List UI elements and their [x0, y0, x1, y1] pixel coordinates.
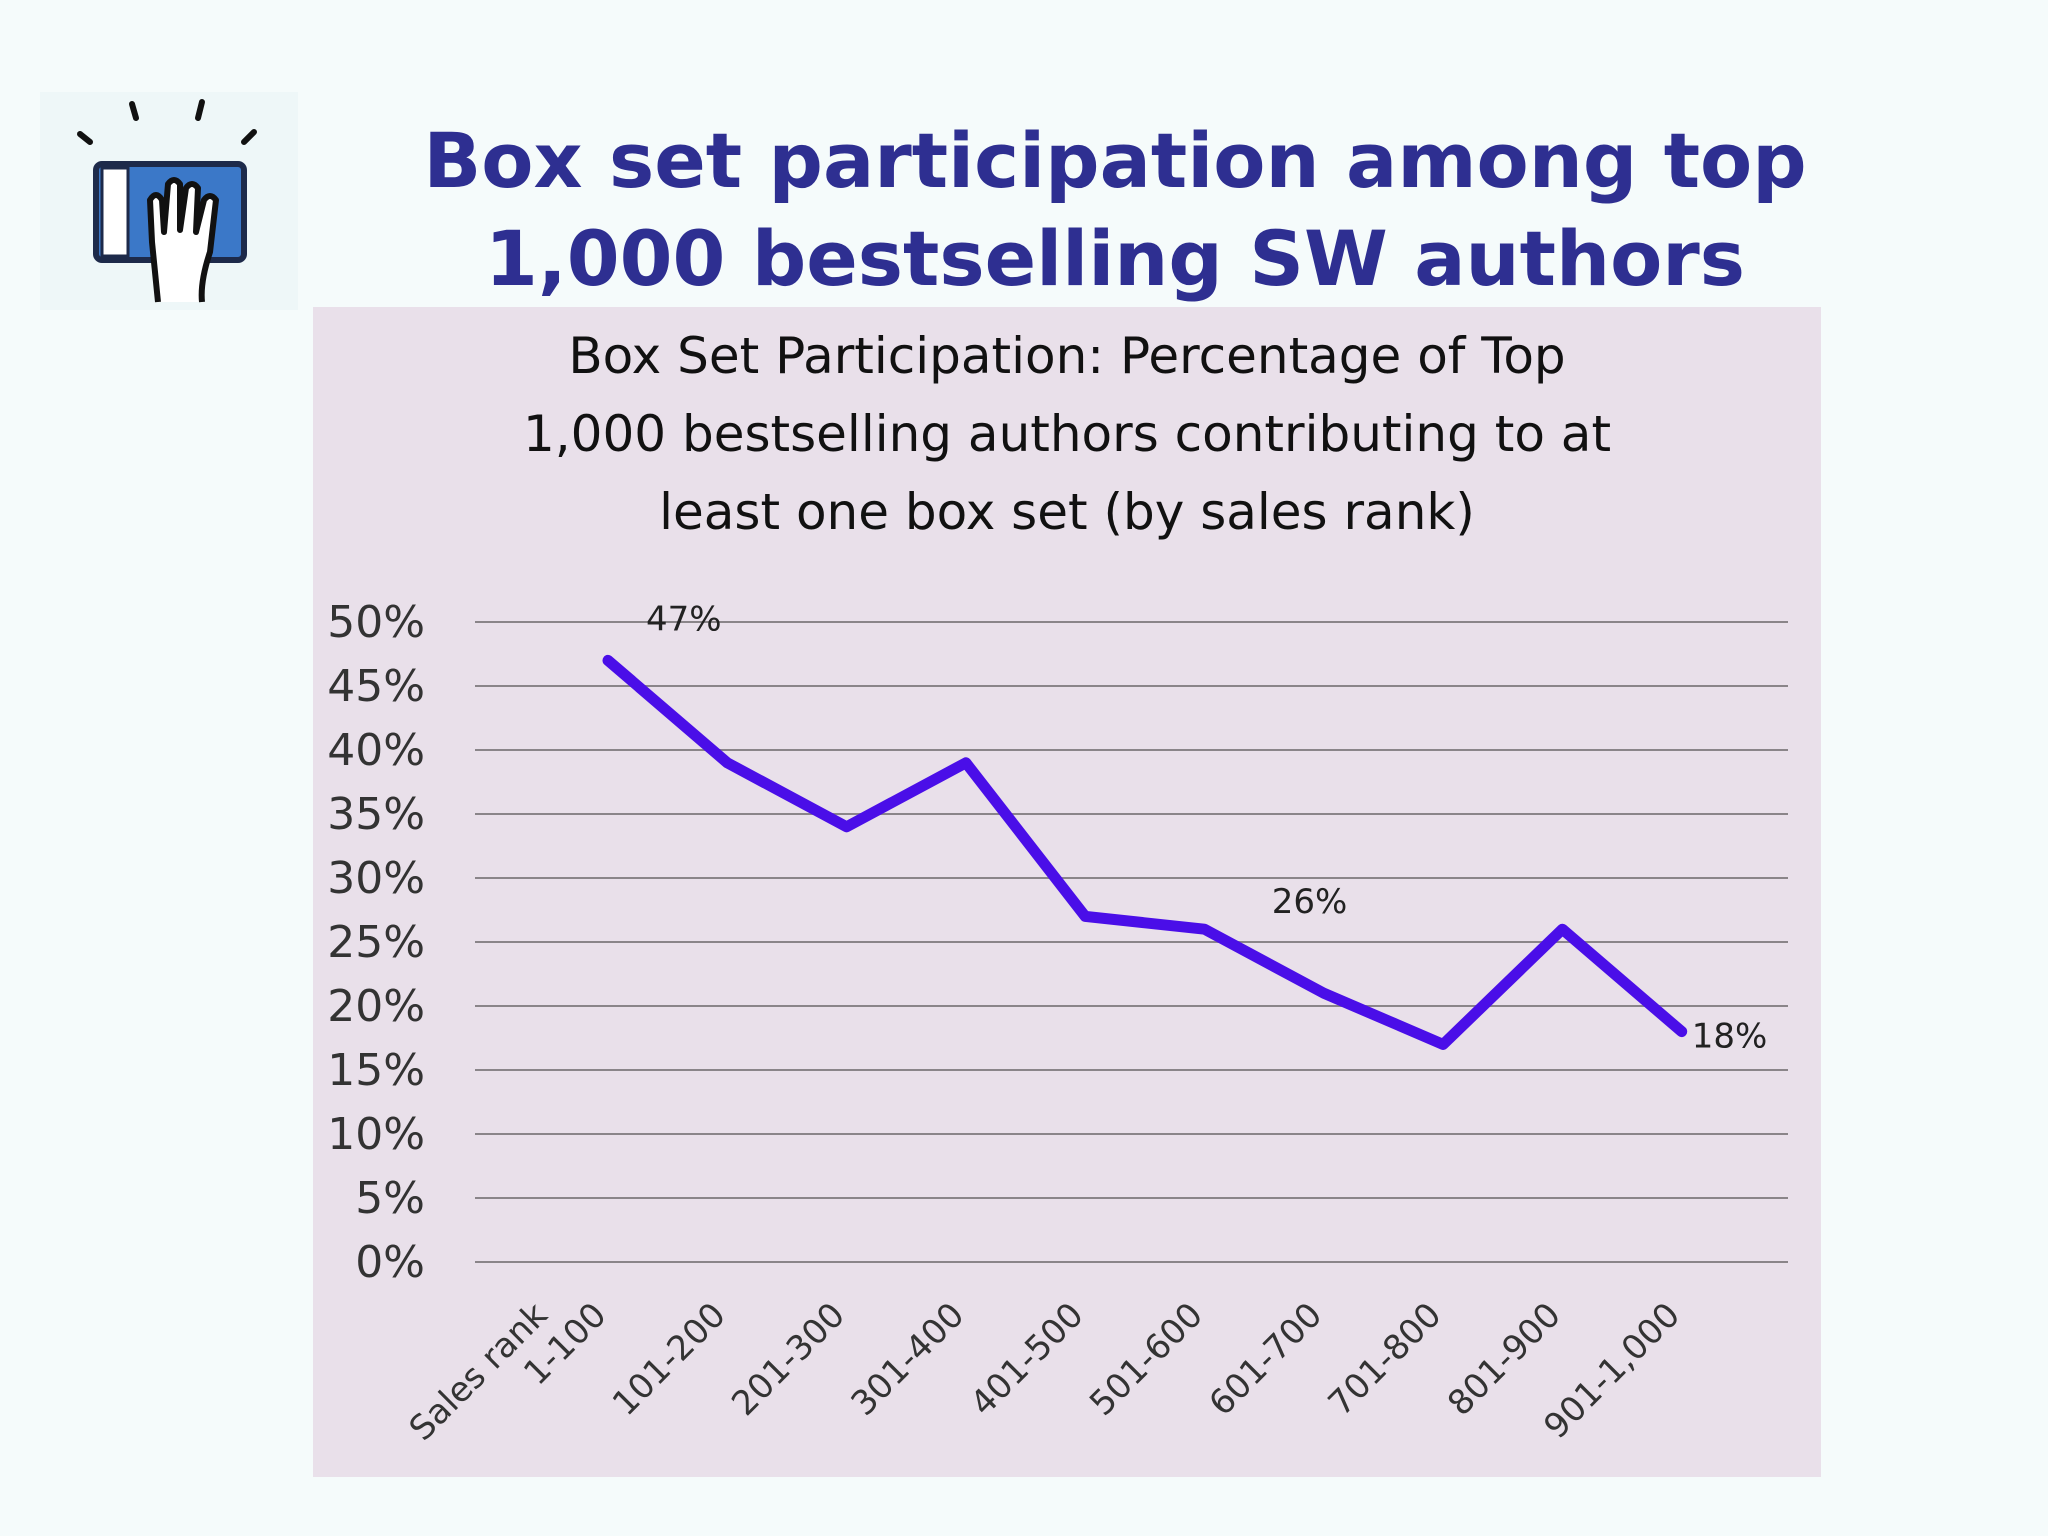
data-point	[1318, 988, 1329, 999]
chart-title-line: Box Set Participation: Percentage of Top	[568, 327, 1565, 385]
x-tick-label: 201-300	[724, 1295, 853, 1424]
data-point	[1676, 1026, 1687, 1037]
data-labels: 47% 26% 18%	[646, 599, 1767, 1056]
data-point	[1199, 924, 1210, 935]
slide-title-line: Box set participation among top	[423, 116, 1807, 205]
line-chart: Box Set Participation: Percentage of Top…	[327, 327, 1788, 1449]
burst-line	[129, 101, 139, 121]
y-tick-label: 15%	[327, 1045, 425, 1096]
data-label: 26%	[1272, 882, 1348, 922]
y-tick-label: 50%	[327, 597, 425, 648]
data-point	[1080, 911, 1091, 922]
y-tick-label: 45%	[327, 661, 425, 712]
data-label: 47%	[646, 599, 722, 639]
slide-title-line: 1,000 bestselling SW authors	[484, 214, 1746, 303]
data-point	[960, 757, 971, 768]
x-axis-ticks: Sales rank1-100101-200201-300301-400401-…	[402, 1295, 1688, 1449]
chart-panel: Box Set Participation: Percentage of Top…	[313, 307, 1821, 1477]
chart-title-line: least one box set (by sales rank)	[659, 483, 1475, 541]
y-tick-label: 25%	[327, 917, 425, 968]
data-point	[841, 821, 852, 832]
gridlines	[475, 621, 1788, 1263]
y-tick-label: 0%	[355, 1237, 425, 1288]
burst-line	[77, 131, 93, 145]
x-tick-label: 601-700	[1201, 1295, 1330, 1424]
x-tick-label: 701-800	[1321, 1295, 1450, 1424]
logo	[40, 92, 298, 310]
x-tick-label: 301-400	[844, 1295, 973, 1424]
data-point	[1438, 1039, 1449, 1050]
x-tick-label: 401-500	[963, 1295, 1092, 1424]
book-pages	[100, 166, 130, 258]
burst-line	[195, 99, 205, 121]
book-hand-icon	[77, 99, 257, 303]
data-point	[722, 757, 733, 768]
data-point	[1557, 924, 1568, 935]
series	[602, 654, 1688, 1050]
data-point	[603, 655, 613, 666]
data-label: 18%	[1692, 1017, 1768, 1057]
x-tick-label: 101-200	[605, 1295, 734, 1424]
y-axis-ticks: 0% 5% 10% 15% 20% 25% 30% 35% 40% 45% 50%	[327, 597, 425, 1288]
y-tick-label: 40%	[327, 725, 425, 776]
slide-title: Box set participation among top 1,000 be…	[330, 112, 1900, 308]
hand	[147, 177, 219, 303]
series-line	[602, 654, 1688, 1050]
burst-line	[241, 129, 257, 145]
chart-title-line: 1,000 bestselling authors contributing t…	[523, 405, 1611, 463]
y-tick-label: 35%	[327, 789, 425, 840]
x-tick-label: 501-600	[1082, 1295, 1211, 1424]
y-tick-label: 30%	[327, 853, 425, 904]
y-tick-label: 10%	[327, 1109, 425, 1160]
y-tick-label: 20%	[327, 981, 425, 1032]
y-tick-label: 5%	[355, 1173, 425, 1224]
